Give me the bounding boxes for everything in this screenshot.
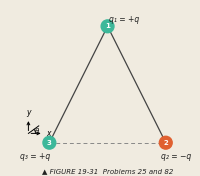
Text: q₁ = +q: q₁ = +q bbox=[109, 15, 139, 24]
Text: x: x bbox=[46, 129, 50, 138]
Text: q₂ = −q: q₂ = −q bbox=[161, 152, 191, 161]
Text: 3: 3 bbox=[47, 140, 52, 146]
Text: 1: 1 bbox=[105, 23, 110, 29]
Text: 2: 2 bbox=[163, 140, 168, 146]
Circle shape bbox=[159, 136, 172, 149]
Circle shape bbox=[43, 136, 56, 149]
Text: q₃ = +q: q₃ = +q bbox=[20, 152, 51, 161]
Circle shape bbox=[101, 20, 114, 33]
Text: $\theta$: $\theta$ bbox=[34, 126, 40, 135]
Text: y: y bbox=[26, 108, 31, 117]
Text: ▲ FIGURE 19-31  Problems 25 and 82: ▲ FIGURE 19-31 Problems 25 and 82 bbox=[42, 168, 173, 174]
